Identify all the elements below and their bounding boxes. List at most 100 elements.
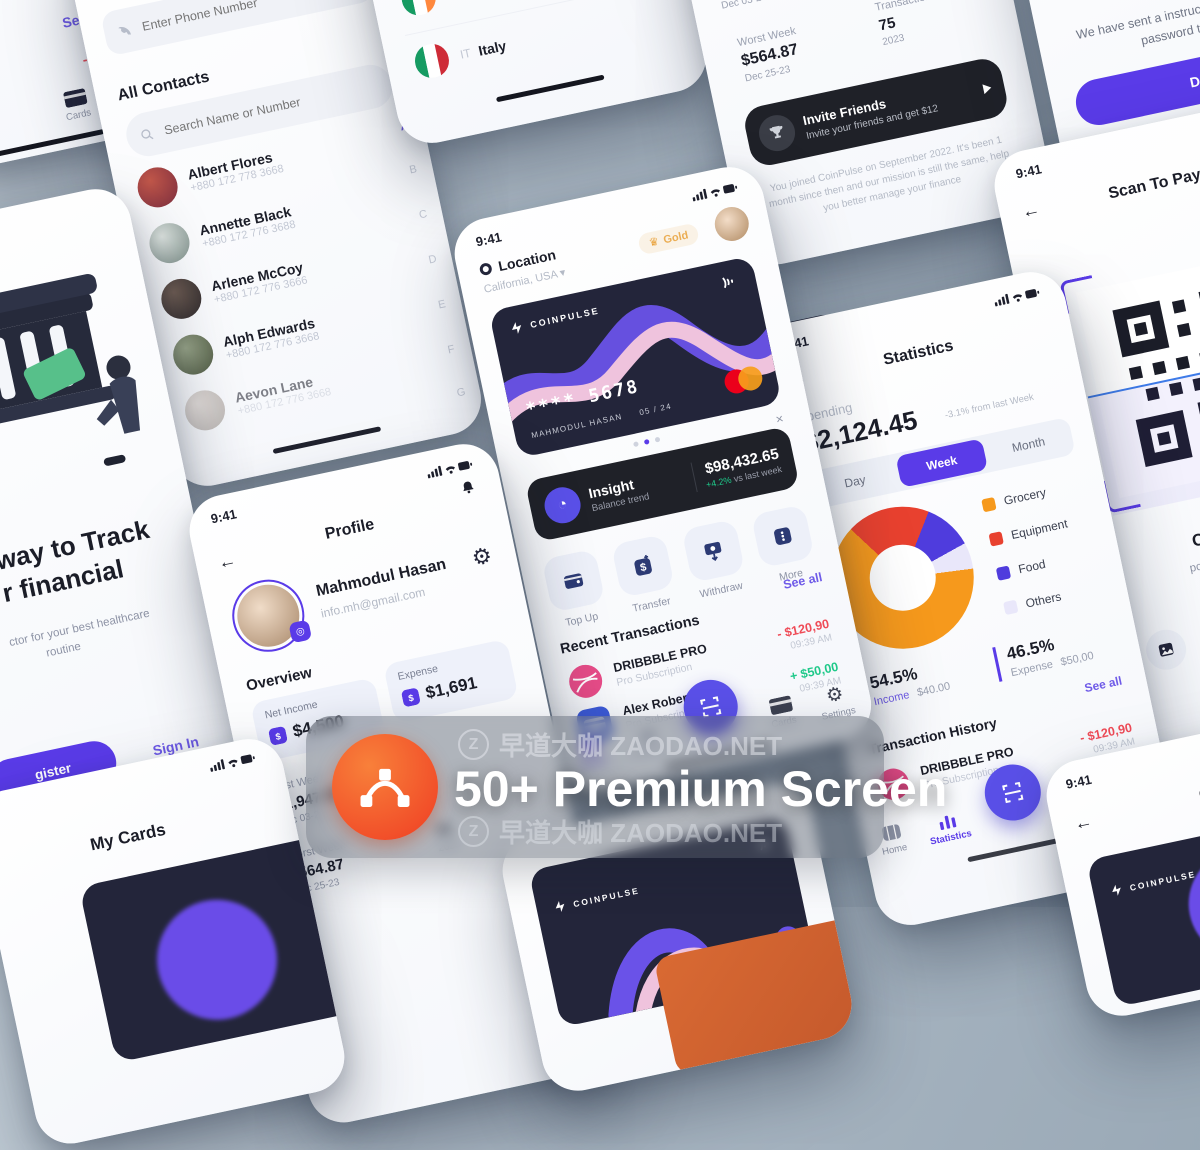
legend-item: Grocery [981,482,1062,512]
screen-scan-to-pay: 9:41 ← Scan To Pay Center yo point your … [988,92,1200,785]
screen-home-wallet: 9:41 Location California, USA ▾ ♛ Gold C… [448,160,878,799]
image-icon [1158,642,1174,657]
screen-overview-invite: Best Week $1,947.58 Dec 03-23 $2,475 202… [615,0,1058,271]
expense-card: Expense $ $1,691 [383,638,519,724]
page-title: Profile [323,515,376,543]
contact-row[interactable]: Arlene McCoy +880 172 776 3666 [157,253,310,323]
svg-text:$: $ [407,692,415,703]
chevron-right-icon [982,84,992,95]
screen-onboarding: way to Track r financial ctor for your b… [0,182,257,875]
phone-input-wrap [100,0,375,57]
index-letter[interactable]: F [446,343,456,357]
contact-avatar [133,163,182,212]
profile-avatar[interactable]: ◎ [225,573,313,659]
pie-chart-icon: ◔ [555,495,569,515]
qr-code [1075,251,1200,516]
coinpulse-logo [1112,884,1121,896]
close-icon[interactable]: × [774,410,785,427]
home-icon [881,824,901,841]
bell-icon[interactable] [458,478,479,499]
spending-delta: -3.1% from last Week [943,391,1035,422]
bank-card[interactable]: COINPULSE **** 5678 MAHMODUL HASAN 05 / … [488,255,782,459]
index-letter[interactable]: B [408,163,419,177]
card-brand: COINPULSE [1128,868,1197,893]
gear-icon: ⚙ [824,683,846,708]
contact-avatar [169,330,217,379]
ireland-flag-icon [398,0,439,19]
search-icon [141,128,154,139]
page-title: My Cards [88,819,168,855]
gear-icon[interactable]: ⚙ [469,542,495,571]
onboarding-heading: way to Track r financial [0,514,152,608]
net-income-card: Net Income $ $4,500 [250,677,386,763]
scan-icon [700,696,722,718]
nav-item-statistics[interactable]: Statistics [925,809,973,851]
scan-fab[interactable] [979,759,1047,826]
country-row[interactable]: IT Italy [411,29,510,82]
action-transfer[interactable]: $ Transfer [611,533,679,617]
contact-avatar [145,219,194,267]
action-more[interactable]: More [750,504,819,587]
svg-text:$: $ [639,561,647,574]
tab-month[interactable]: Month [1010,434,1047,455]
home-indicator [272,426,382,455]
cards-icon [768,695,793,715]
status-icons [427,460,473,478]
nav-item-cards[interactable]: Cards [61,88,92,123]
recover-message: We have sent a instructions to recover y… [1075,0,1200,49]
italy-flag-icon [411,40,453,82]
status-time: 9:41 [1014,161,1043,182]
action-withdraw[interactable]: Withdraw [680,518,749,602]
index-letter[interactable]: E [437,298,447,312]
more-icon [774,527,792,545]
contact-avatar [181,386,229,435]
nav-item-cards[interactable]: Cards [766,695,798,734]
z-badge-icon: Z [458,729,489,760]
bank-illustration [0,244,167,497]
index-letter[interactable]: C [417,208,429,222]
home-indicator [0,128,105,157]
status-icons [692,183,738,201]
stat-date: Dec 03-23 [720,0,768,12]
contact-row[interactable]: Annette Black +880 172 776 3688 [145,197,298,267]
carousel-dots[interactable] [633,436,661,448]
contact-avatar [157,275,206,323]
card-purple-blob [145,888,289,1031]
nav-item-home[interactable]: Home [877,822,909,861]
invite-friends-card[interactable]: Invite Friends Invite your friends and g… [741,55,1011,169]
index-letter[interactable]: D [427,253,438,267]
transaction-row[interactable]: DRIBBBLE PRO Pro Subscription - $120,90 … [564,612,834,703]
expense-stat: 46.5% Expense $50,00 [992,627,1095,682]
screen-card-detail-right: 9:41 ← C COINPULSE [1040,702,1200,1023]
avatar[interactable] [711,203,752,245]
edit-photo-badge[interactable]: ◎ [288,619,313,644]
phone-icon [118,26,131,35]
legend-item: Others [1002,585,1084,615]
screen-my-cards: My Cards [0,732,351,1150]
screen-transactions-mini: See all - $120,90 09:39 AM + $50,00 09:3… [0,0,272,172]
action-top-up[interactable]: Top Up [541,548,609,632]
coinpulse-logo [512,322,522,334]
contact-row[interactable]: Alph Edwards +880 172 776 3668 [169,309,321,379]
crown-icon: ♛ [647,235,661,250]
promo-banner: Z 早道大咖 ZAODAO.NET 50+ Premium Screen Z 早… [306,716,947,858]
back-icon[interactable]: ← [1072,810,1095,834]
phone-number-input[interactable] [138,0,358,36]
bank-card[interactable]: COINPULSE [1086,805,1200,1008]
tab-week[interactable]: Week [895,438,989,488]
watermark-bottom: Z 早道大咖 ZAODAO.NET [458,813,782,850]
status-icons [994,288,1040,306]
search-input-wrap [122,60,397,161]
contact-row[interactable]: Aevon Lane +880 172 776 3668 [181,364,333,435]
svg-text:$: $ [274,731,282,742]
scan-icon [1002,781,1024,804]
gallery-button[interactable] [1142,625,1190,674]
index-letter[interactable]: G [455,385,467,400]
contactless-icon [722,277,734,289]
gold-badge: ♛ Gold [637,222,701,256]
home-indicator [495,74,605,103]
scan-heading: Center yo [1190,516,1200,551]
scan-fab[interactable] [678,674,743,739]
see-all-link[interactable]: See all [1083,673,1124,696]
chevron-down-icon: ▾ [558,266,567,280]
